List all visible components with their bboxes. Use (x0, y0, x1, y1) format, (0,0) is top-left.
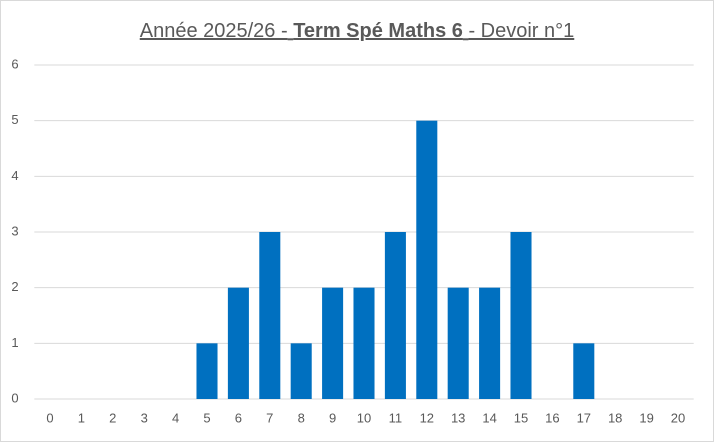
y-tick-label: 2 (11, 279, 18, 294)
bar (416, 120, 438, 400)
x-tick-label: 5 (203, 410, 210, 425)
bar (447, 287, 469, 399)
bar (196, 343, 218, 399)
title-part: Term Spé Maths 6 (293, 20, 463, 42)
x-tick-label: 18 (608, 410, 622, 425)
x-tick-label: 9 (329, 410, 336, 425)
x-tick-label: 11 (389, 410, 403, 425)
bar (573, 343, 595, 399)
x-tick-label: 12 (420, 410, 434, 425)
y-tick-label: 6 (11, 56, 18, 71)
bar (353, 287, 375, 399)
x-tick-label: 16 (545, 410, 559, 425)
bar (510, 232, 532, 399)
title-part: Année 2025/26 - (140, 20, 288, 42)
x-tick-label: 20 (671, 410, 685, 425)
x-tick-label: 10 (357, 410, 371, 425)
x-tick-label: 8 (298, 410, 305, 425)
title-part: - Devoir n°1 (468, 20, 574, 42)
y-tick-label: 1 (11, 335, 18, 350)
x-tick-label: 17 (577, 410, 591, 425)
bar (259, 232, 281, 399)
bar (322, 287, 344, 399)
bar (290, 343, 312, 399)
bar (227, 287, 249, 399)
bar (479, 287, 501, 399)
x-tick-label: 19 (639, 410, 653, 425)
y-tick-label: 0 (11, 390, 18, 405)
y-tick-label: 5 (11, 112, 18, 127)
x-tick-label: 4 (172, 410, 179, 425)
x-tick-label: 13 (451, 410, 465, 425)
x-tick-label: 0 (46, 410, 53, 425)
x-tick-label: 3 (141, 410, 148, 425)
x-tick-label: 7 (266, 410, 273, 425)
y-tick-label: 4 (11, 168, 18, 183)
x-tick-label: 2 (109, 410, 116, 425)
x-tick-label: 14 (482, 410, 496, 425)
x-tick-label: 1 (78, 410, 85, 425)
chart-title: Année 2025/26 - Term Spé Maths 6 - Devoi… (140, 20, 575, 42)
x-tick-label: 6 (235, 410, 242, 425)
y-tick-label: 3 (11, 223, 18, 238)
bar (384, 232, 406, 399)
x-tick-label: 15 (514, 410, 528, 425)
